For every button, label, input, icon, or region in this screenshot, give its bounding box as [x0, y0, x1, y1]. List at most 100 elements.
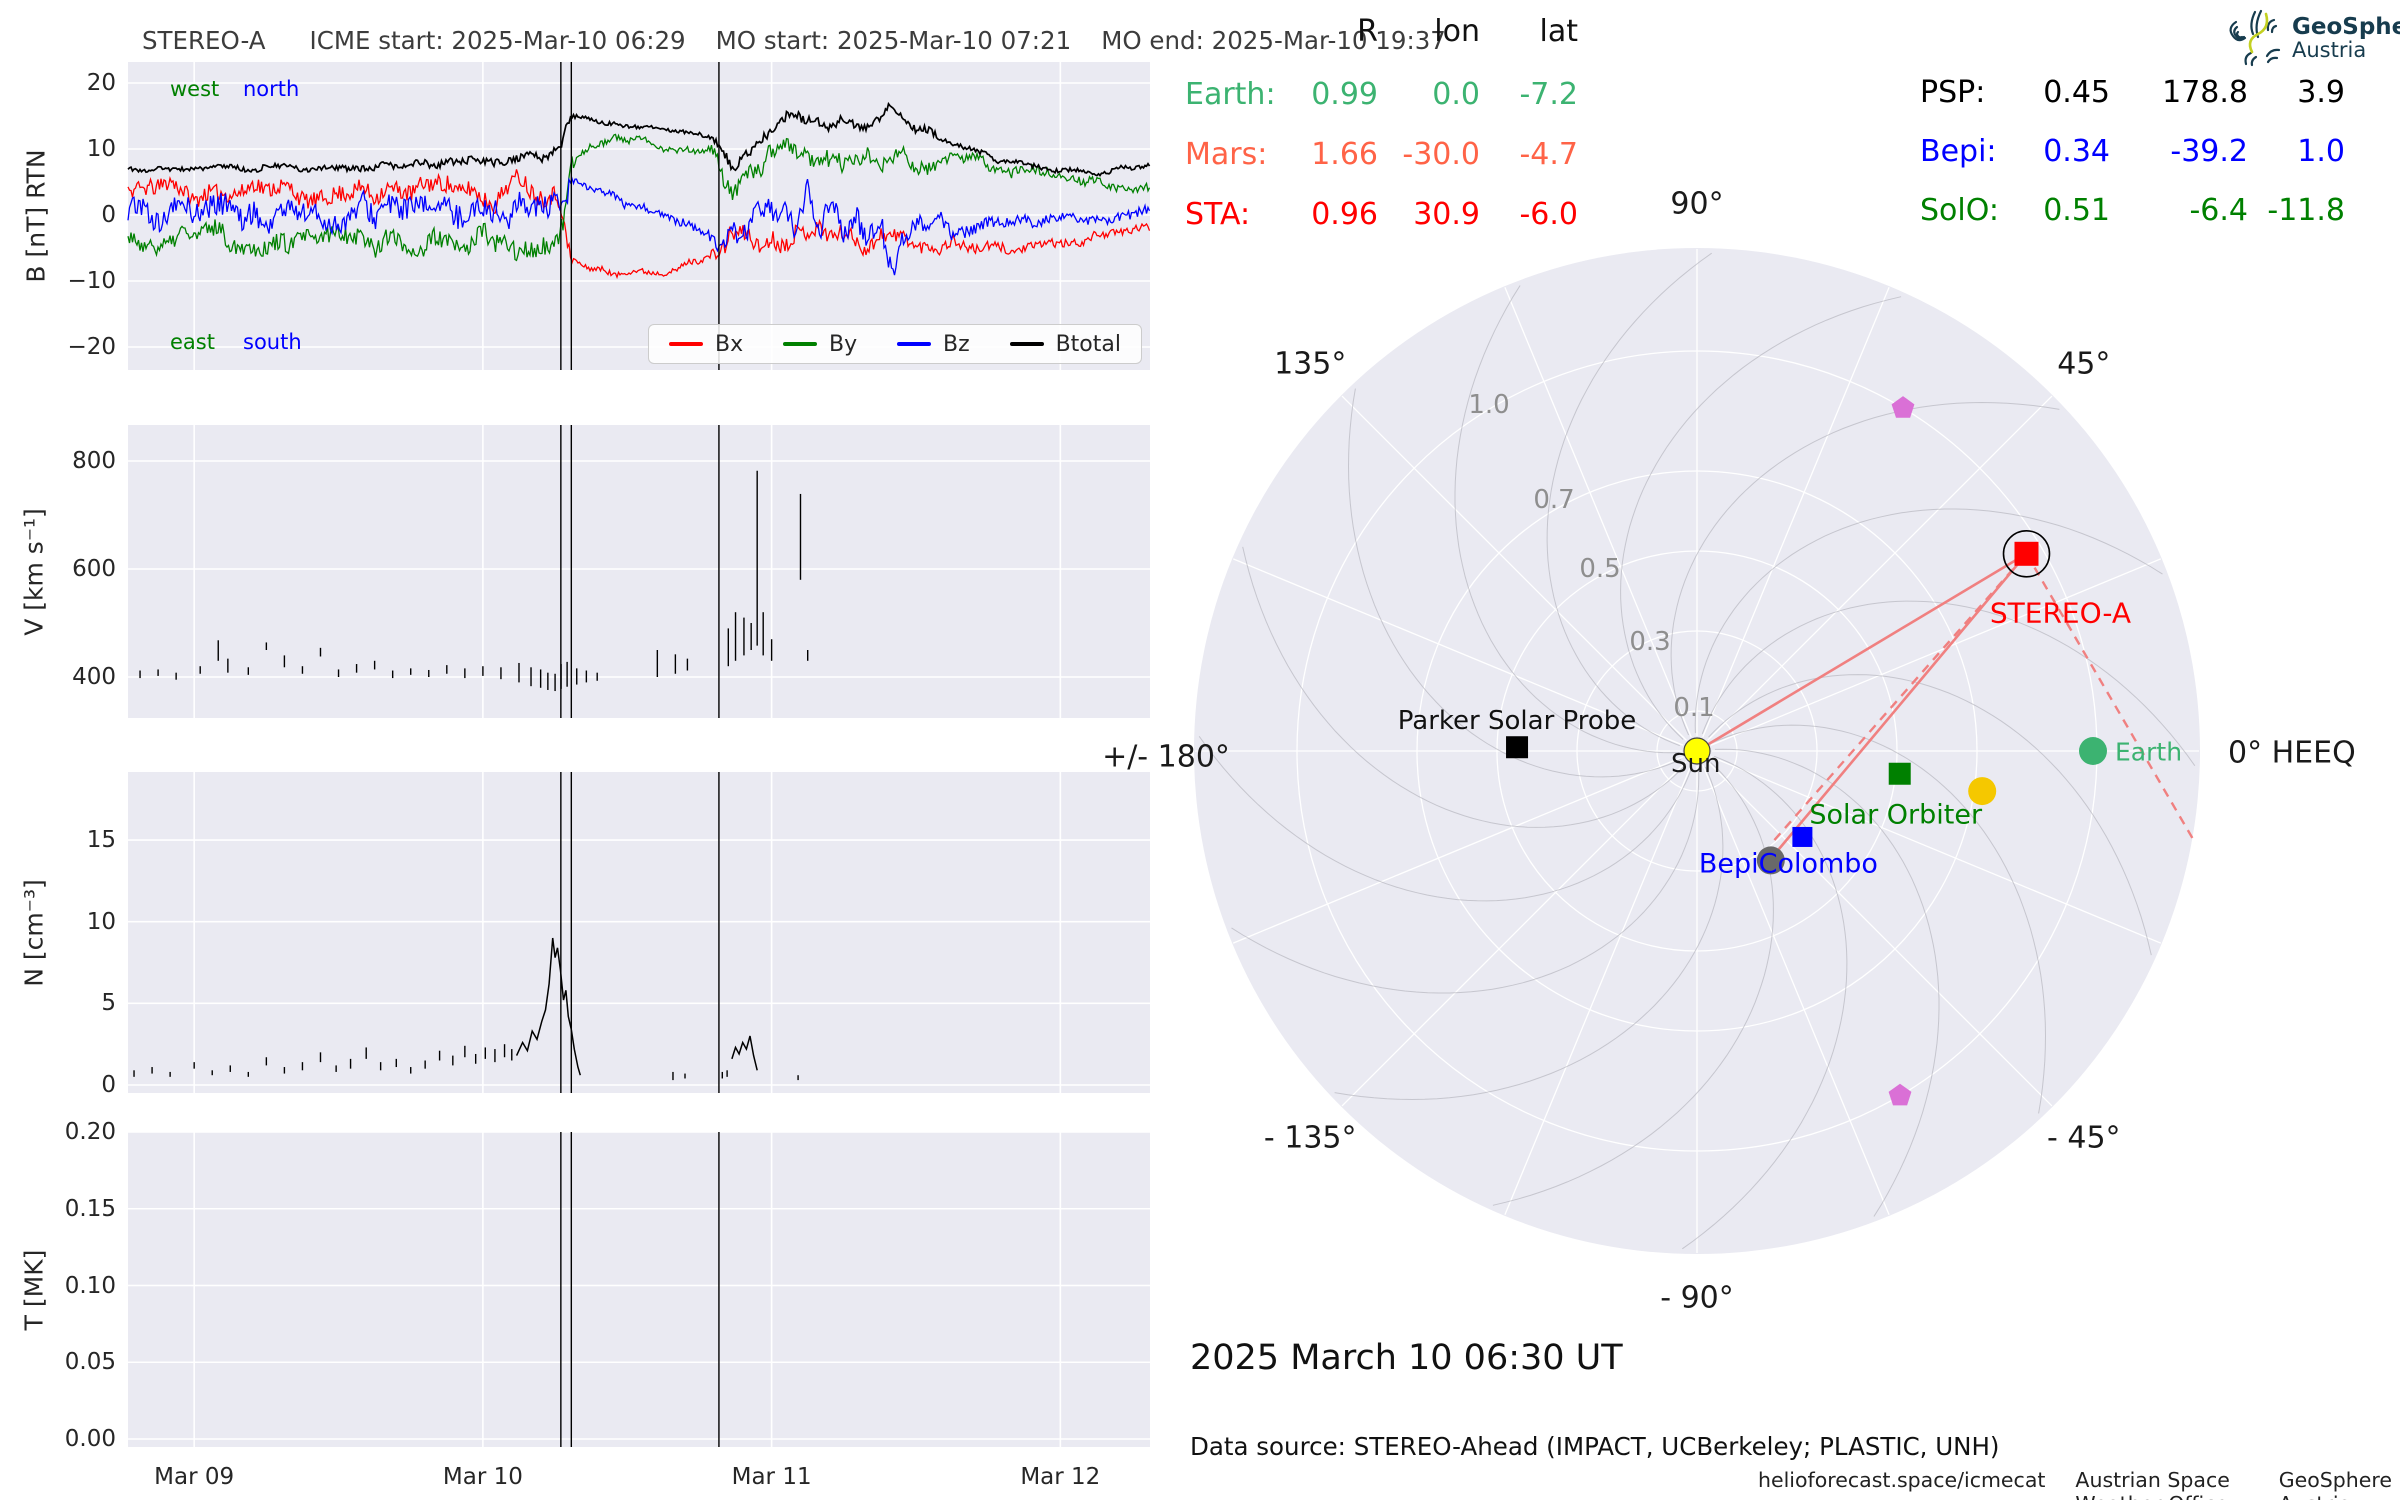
- polar-rgrid: [1576, 630, 1818, 872]
- polar-radius-label-1.0: 1.0: [1468, 390, 1510, 420]
- ytick-T: 0.10: [64, 1272, 116, 1299]
- xtick-label: Mar 09: [154, 1464, 235, 1490]
- title-icme-start: ICME start: 2025-Mar-10 06:29: [309, 26, 686, 55]
- polar-spoke: [1707, 761, 2053, 1107]
- parker-spiral: [1492, 762, 1774, 1206]
- polar-spoke: [1341, 395, 1687, 741]
- row-label-STA: STA:: [1185, 197, 1251, 232]
- polar-rgrid: [1416, 470, 1978, 1032]
- legend-item-Bz: Bz: [897, 332, 970, 357]
- ytick-V: 400: [72, 664, 116, 690]
- parker-spiral: [1701, 600, 2196, 766]
- credit-line: helioforecast.space/icmecat Austrian Spa…: [1758, 1468, 2392, 1500]
- polar-spoke: [1504, 286, 1692, 738]
- b-direction-label-north: north: [243, 77, 300, 101]
- title-spacecraft: STEREO-A: [142, 26, 266, 55]
- data-source-note: Data source: STEREO-Ahead (IMPACT, UCBer…: [1190, 1432, 2000, 1461]
- cell-STA-lon: 30.9: [1413, 197, 1480, 232]
- marker-parker-solar-probe: [1506, 736, 1529, 759]
- cell-SolO-lon: -6.4: [2189, 193, 2248, 228]
- polar-spoke: [1710, 558, 2162, 746]
- b-direction-label-south: south: [243, 330, 302, 354]
- ytick-B: −10: [67, 268, 116, 294]
- parker-spiral: [1708, 674, 2152, 956]
- marker-earth: [2079, 737, 2107, 765]
- marker-label-earth: Earth: [2115, 737, 2183, 767]
- series-Btotal: [127, 101, 1151, 177]
- title-mo-start: MO start: 2025-Mar-10 07:21: [715, 26, 1072, 55]
- ytick-B: 20: [86, 70, 116, 96]
- legend-item-Btotal: Btotal: [1009, 331, 1121, 357]
- cell-Mars-lat: -4.7: [1519, 137, 1578, 172]
- parker-spiral: [1694, 508, 2163, 734]
- series-By: [127, 133, 1151, 262]
- parker-spiral: [1334, 766, 1724, 1101]
- legend-swatch-Bz: [897, 341, 932, 347]
- ytick-B: −20: [67, 334, 116, 360]
- polar-radius-label-0.3: 0.3: [1629, 627, 1671, 657]
- ytick-T: 0.00: [64, 1426, 116, 1452]
- polar-angle-label-180: +/- 180°: [1102, 739, 1230, 775]
- logo-country: Austria: [2292, 38, 2367, 63]
- polar-spoke: [1707, 395, 2053, 741]
- row-label-SolO: SolO:: [1920, 193, 1999, 228]
- geosphere-logo: GeoSphere Austria: [2222, 8, 2400, 68]
- polar-radius-label-0.7: 0.7: [1533, 485, 1575, 515]
- marker-sun: [1683, 737, 1711, 765]
- marker-ring-stereo-a: [2002, 530, 2051, 578]
- marker-mercury: [1756, 846, 1785, 875]
- legend-swatch-Btotal: [1009, 341, 1044, 347]
- marker-label-solar-orbiter: Solar Orbiter: [1809, 799, 1983, 831]
- marker-label-bepicolombo: BepiColombo: [1698, 848, 1878, 880]
- polar-angle-label--90: - 90°: [1660, 1280, 1734, 1316]
- legend-label: By: [829, 331, 858, 357]
- cell-SolO-r: 0.51: [2043, 193, 2110, 228]
- ytick-N: 15: [86, 827, 116, 854]
- b-direction-label-east: east: [170, 330, 215, 354]
- row-label-Mars: Mars:: [1185, 137, 1268, 172]
- marker-label-stereo-a: STEREO-A: [1989, 596, 2132, 630]
- polar-angle-label--45: - 45°: [2047, 1120, 2121, 1156]
- cell-Mars-r: 1.66: [1311, 137, 1378, 172]
- table-header-lat: lat: [1539, 14, 1578, 49]
- icme-direction-line: [1768, 552, 2028, 862]
- parker-spiral: [1714, 748, 1940, 1217]
- legend-item-By: By: [783, 332, 857, 357]
- ytick-T: 0.20: [64, 1119, 116, 1145]
- polar-angle-label-90: 90°: [1670, 186, 1724, 222]
- ytick-V: 600: [72, 556, 116, 582]
- ytick-B: 10: [86, 136, 116, 162]
- map-time-label: 2025 March 10 06:30 UT: [1190, 1338, 1623, 1378]
- panel-T-bg: [128, 1132, 1150, 1447]
- row-label-Earth: Earth:: [1185, 77, 1276, 112]
- polar-angle-label-0: 0° HEEQ: [2228, 735, 2356, 771]
- cell-Mars-lon: -30.0: [1402, 137, 1480, 172]
- cell-Bepi-lon: -39.2: [2170, 134, 2248, 169]
- title-mo-end: MO end: 2025-Mar-10 19:37: [1101, 26, 1446, 55]
- cell-PSP-lon: 178.8: [2162, 75, 2248, 110]
- ylabel-T: T [MK]: [19, 1249, 49, 1330]
- n-density-cluster: [731, 1035, 758, 1071]
- polar-radius-label-0.1: 0.1: [1673, 693, 1715, 723]
- marker-label-parker-solar-probe: Parker Solar Probe: [1397, 706, 1637, 737]
- polar-angle-label-135: 135°: [1274, 346, 1347, 382]
- panel-N-bg: [128, 772, 1150, 1093]
- marker-label-sun: Sun: [1671, 749, 1721, 779]
- polar-angle-label--135: - 135°: [1263, 1120, 1357, 1156]
- ylabel-V: V [km s⁻¹]: [19, 507, 49, 636]
- polar-angle-label-45: 45°: [2057, 346, 2111, 382]
- row-label-Bepi: Bepi:: [1920, 134, 1997, 169]
- xtick-label: Mar 11: [731, 1464, 812, 1490]
- marker-l5-point: [1888, 1083, 1912, 1106]
- parker-spiral: [1712, 724, 2047, 1114]
- row-label-PSP: PSP:: [1920, 75, 1986, 110]
- ytick-T: 0.05: [64, 1349, 116, 1376]
- panel-V-bg: [128, 425, 1150, 718]
- legend-label: Btotal: [1055, 331, 1121, 357]
- cell-PSP-r: 0.45: [2043, 75, 2110, 110]
- polar-rgrid: [1496, 550, 1898, 952]
- legend-swatch-Bx: [669, 341, 703, 347]
- ytick-N: 5: [101, 990, 116, 1017]
- table-header-R: R: [1357, 14, 1378, 49]
